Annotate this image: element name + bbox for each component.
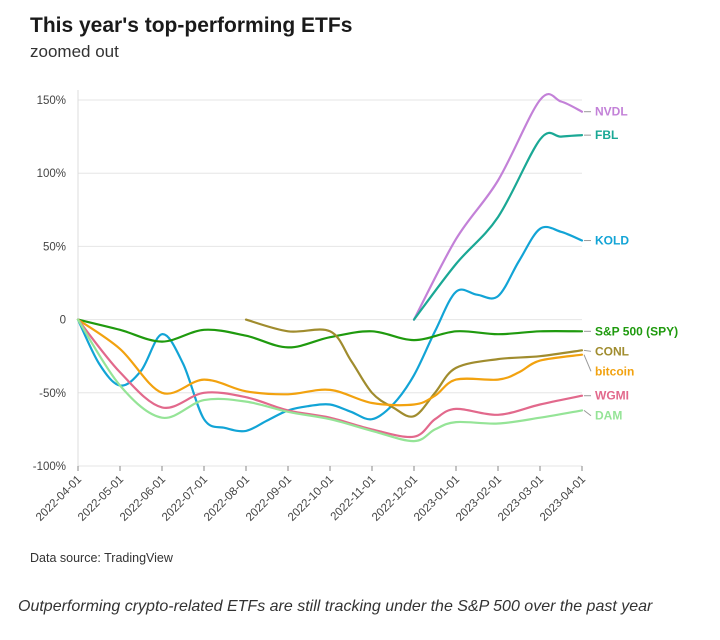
series-line xyxy=(76,318,584,439)
y-axis: 150% 100% 50% 0 -50% -100% xyxy=(33,90,79,473)
series-label: bitcoin xyxy=(595,364,634,378)
chart-title: This year's top-performing ETFs xyxy=(30,14,353,37)
series-labels: NVDL FBL KOLD S&P 500 (SPY) CONL bitcoin WGMI D… xyxy=(583,105,678,423)
y-tick-label: 100% xyxy=(37,168,66,180)
series-label: S&P 500 (SPY) xyxy=(595,324,678,338)
label-leader xyxy=(583,354,592,372)
series-lines xyxy=(76,93,584,443)
series-label: FBL xyxy=(595,128,618,142)
y-tick-label: -100% xyxy=(33,461,66,473)
y-tick-label: 0 xyxy=(60,315,66,327)
series-line xyxy=(76,318,584,349)
series-line xyxy=(76,318,584,443)
x-tick-label: 2023-04-01 xyxy=(538,474,588,524)
series-label: WGMI xyxy=(595,389,629,403)
series-label: KOLD xyxy=(595,234,629,248)
label-leader xyxy=(583,409,592,417)
label-leader xyxy=(583,349,592,352)
y-tick-label: 150% xyxy=(37,95,66,107)
series-line xyxy=(76,318,584,407)
series-label: NVDL xyxy=(595,105,628,119)
series-line xyxy=(412,131,584,321)
series-label: CONL xyxy=(595,344,629,358)
data-source: Data source: TradingView xyxy=(30,551,173,565)
series-line xyxy=(244,318,584,418)
caption: Outperforming crypto-related ETFs are st… xyxy=(18,598,653,615)
y-tick-label: -50% xyxy=(39,388,66,400)
series-line xyxy=(412,93,584,321)
x-axis: 2022-04-012022-05-012022-06-012022-07-01… xyxy=(34,466,588,524)
chart-subtitle: zoomed out xyxy=(30,42,119,61)
x-tick-label: 2022-10-01 xyxy=(286,474,336,524)
series-line xyxy=(76,225,584,433)
series-label: DAM xyxy=(595,409,622,423)
y-tick-label: 50% xyxy=(43,241,66,253)
